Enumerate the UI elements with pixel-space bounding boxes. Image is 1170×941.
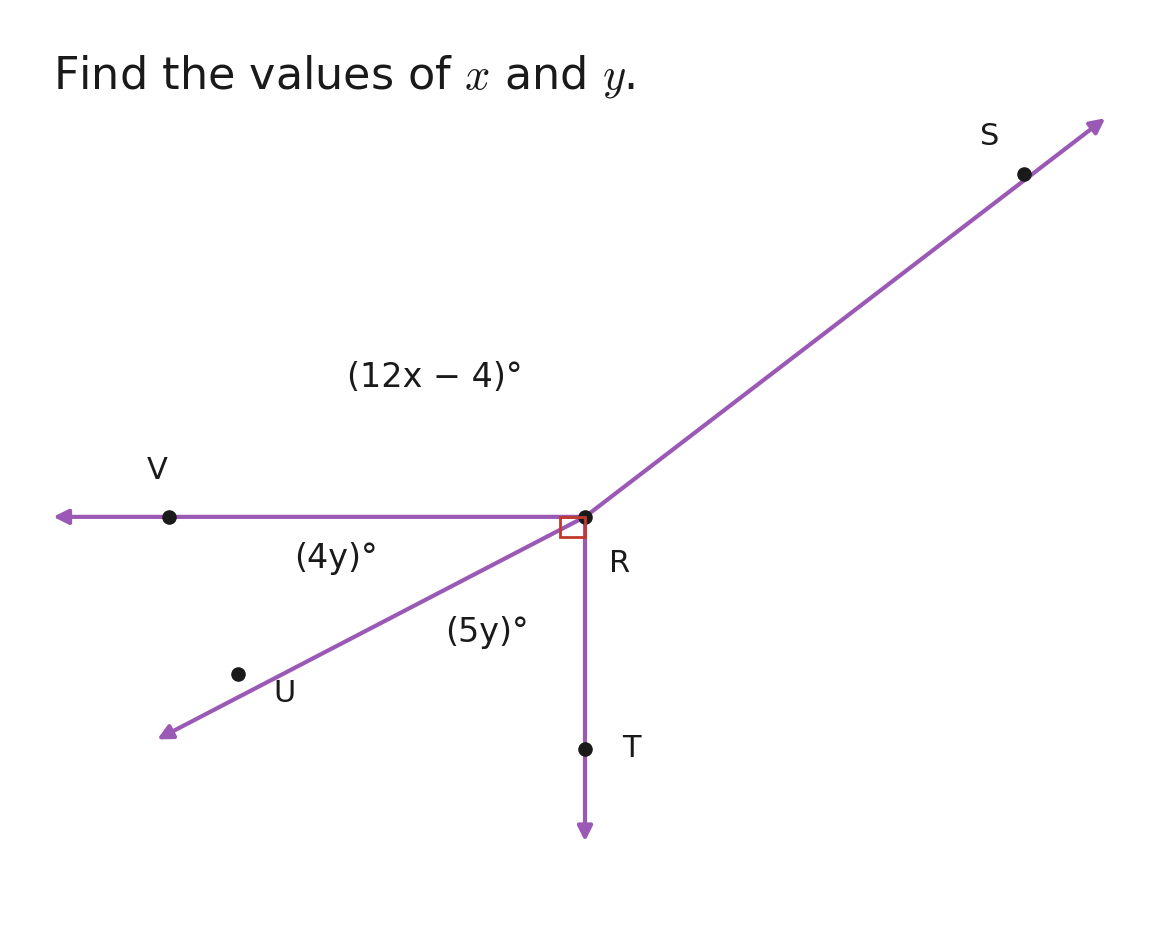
Text: U: U	[274, 678, 296, 708]
Text: Find the values of $x$ and $y$.: Find the values of $x$ and $y$.	[53, 54, 635, 101]
Point	[576, 742, 594, 757]
Text: (5y)°: (5y)°	[445, 616, 529, 649]
Bar	[559, 517, 585, 537]
Point	[229, 667, 248, 682]
Point	[576, 509, 594, 524]
Text: (4y)°: (4y)°	[295, 542, 378, 575]
Text: R: R	[610, 549, 631, 578]
Text: (12x − 4)°: (12x − 4)°	[347, 361, 523, 394]
Text: S: S	[980, 122, 999, 152]
Point	[159, 509, 178, 524]
Text: V: V	[146, 456, 167, 485]
Point	[1014, 167, 1033, 182]
Text: T: T	[622, 734, 640, 763]
